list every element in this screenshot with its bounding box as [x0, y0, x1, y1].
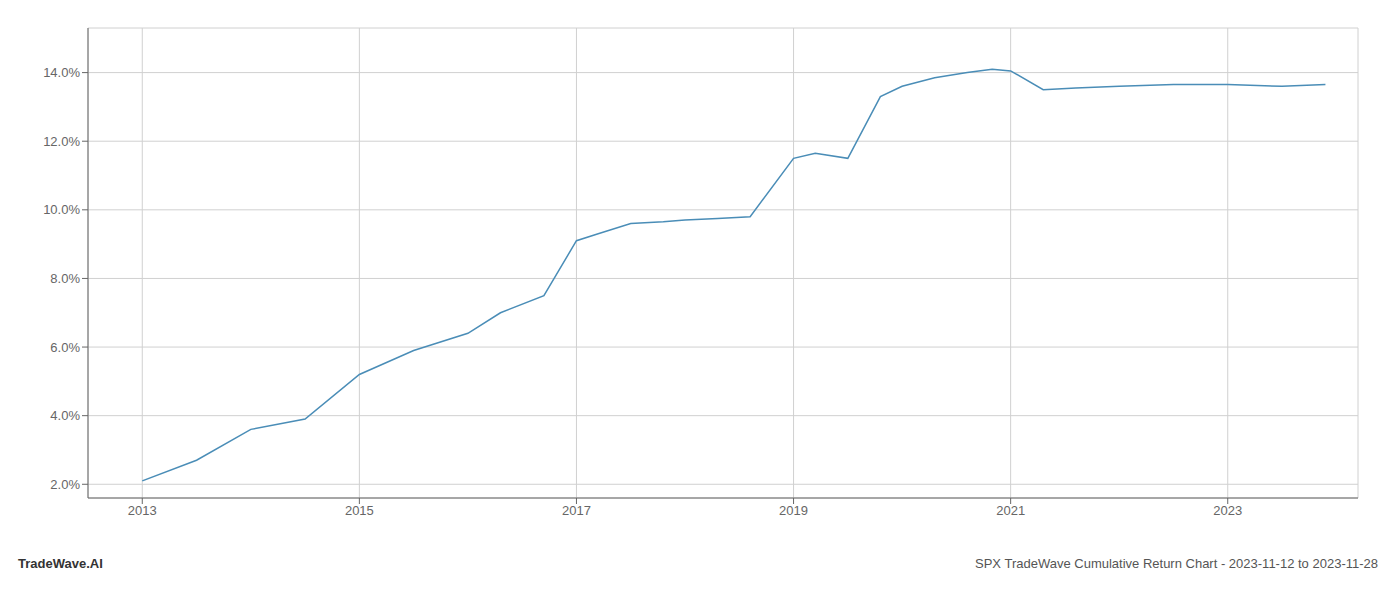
- svg-text:14.0%: 14.0%: [43, 65, 80, 80]
- svg-text:6.0%: 6.0%: [50, 340, 80, 355]
- svg-text:4.0%: 4.0%: [50, 408, 80, 423]
- svg-text:2.0%: 2.0%: [50, 477, 80, 492]
- svg-text:2013: 2013: [128, 503, 157, 518]
- svg-text:2015: 2015: [345, 503, 374, 518]
- svg-text:2023: 2023: [1213, 503, 1242, 518]
- svg-text:2019: 2019: [779, 503, 808, 518]
- html-text:SPX TradeWave Cumulative Retur: SPX TradeWave Cumulative Return Chart - …: [975, 556, 1378, 571]
- svg-text:2021: 2021: [996, 503, 1025, 518]
- svg-text:8.0%: 8.0%: [50, 271, 80, 286]
- svg-text:2017: 2017: [562, 503, 591, 518]
- svg-text:12.0%: 12.0%: [43, 134, 80, 149]
- html-text:TradeWave.AI: TradeWave.AI: [18, 556, 103, 571]
- svg-text:10.0%: 10.0%: [43, 202, 80, 217]
